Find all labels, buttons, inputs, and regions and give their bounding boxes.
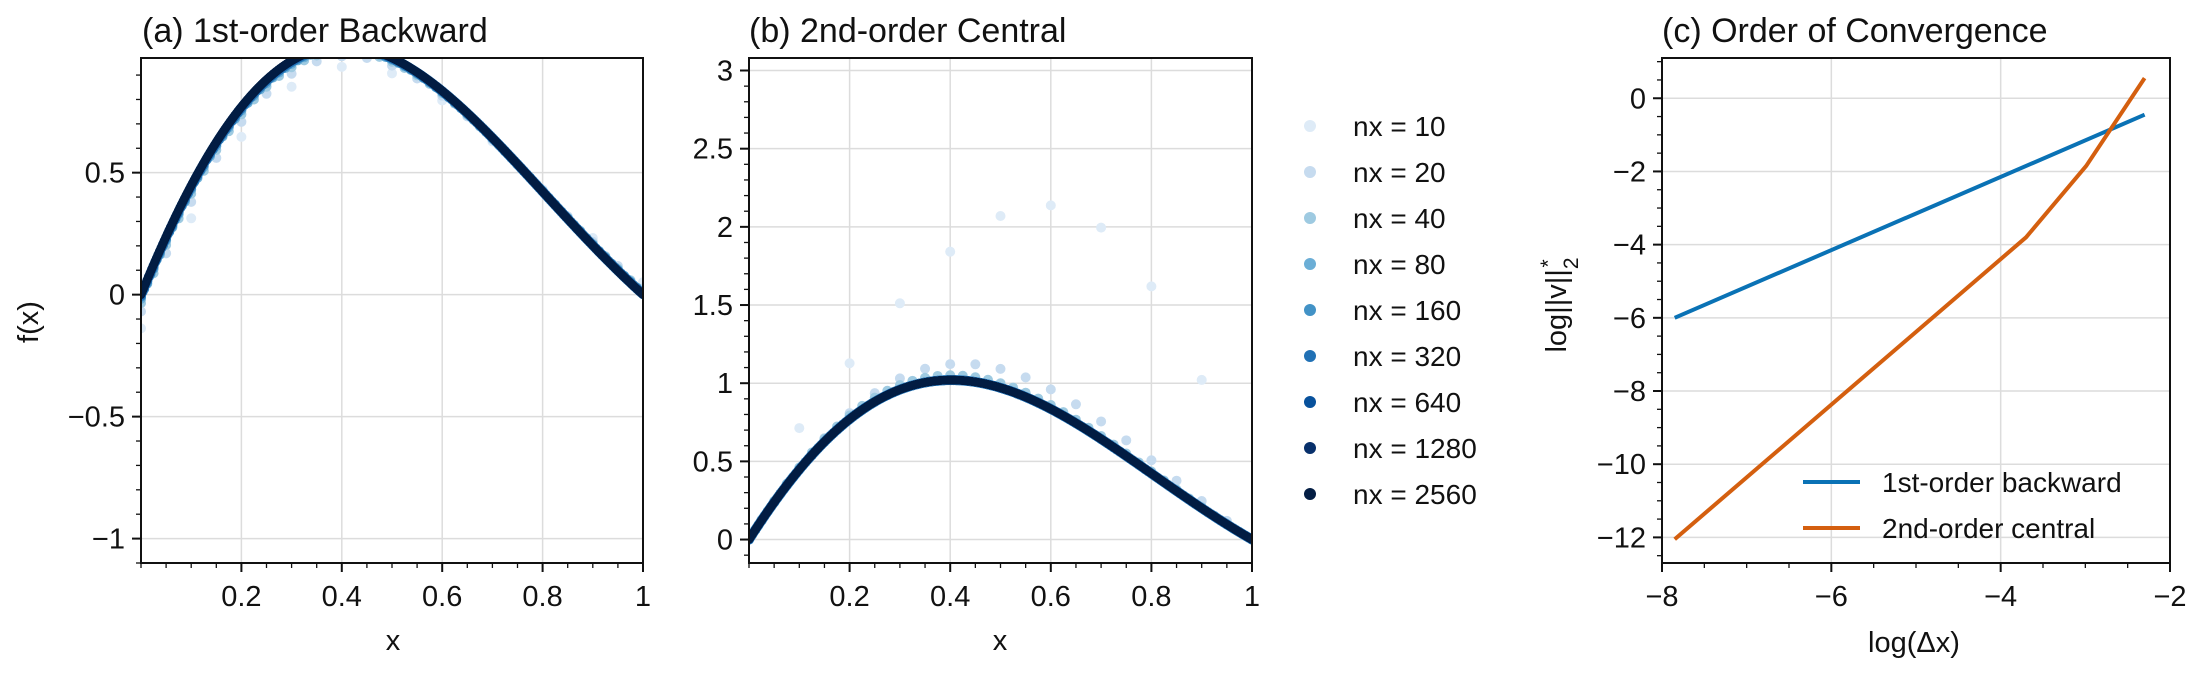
panel-a-point <box>302 49 310 57</box>
panel-a-series-nx-1280 <box>137 42 647 299</box>
panel-a-xtick-label: 1 <box>635 581 651 613</box>
panel-a-point <box>377 49 385 57</box>
panel-a-point <box>303 49 311 57</box>
panel-a-point <box>301 50 309 58</box>
panel-a-point <box>301 50 309 58</box>
panel-a-point <box>379 50 387 58</box>
panel-a-point <box>302 49 310 57</box>
panel-a-point <box>302 49 310 57</box>
panel-a-plot-area <box>136 41 648 333</box>
panel-a-point <box>377 49 385 57</box>
panel-a-point <box>302 49 310 57</box>
panel-a-point <box>300 50 308 58</box>
panel-a-point <box>301 49 309 57</box>
panel-a-point <box>378 50 386 58</box>
panel-a-point <box>303 49 311 57</box>
panel-a-xtick-label: 0.4 <box>322 581 362 613</box>
panel-a-point <box>378 50 386 58</box>
panel-a-point <box>379 50 387 58</box>
panel-a-point <box>236 132 246 142</box>
panel-a-point <box>337 62 347 72</box>
panel-a-point <box>376 49 384 57</box>
panel-a-point <box>302 49 310 57</box>
panel-a-xtick-label: 0.2 <box>221 581 261 613</box>
panel-a-point <box>376 49 384 57</box>
panel-a-point <box>376 49 384 57</box>
panel-a-point <box>376 49 384 57</box>
panel-a-point <box>378 49 386 57</box>
panel-a-point <box>378 50 386 58</box>
panel-a-point <box>302 49 310 57</box>
panel-a-point <box>287 82 297 92</box>
panel-a-title: (a) 1st-order Backward <box>142 12 488 50</box>
panel-a-point <box>377 49 385 57</box>
panel-a-point <box>303 49 311 57</box>
panel-a-point <box>301 49 309 57</box>
panel-a-xtick-label: 0.8 <box>522 581 562 613</box>
panel-a-point <box>378 49 386 57</box>
panel-a-series-nx-320 <box>136 41 648 300</box>
panel-a-point <box>377 49 385 57</box>
panel-a-series-nx-10 <box>136 62 648 334</box>
panel-a-ylabel: f(x) <box>13 301 45 343</box>
panel-a-point <box>377 49 385 57</box>
panel-a-point <box>378 49 386 57</box>
panel-a-xtick-label: 0.6 <box>422 581 462 613</box>
panel-a-series-nx-2560 <box>137 42 647 299</box>
panel-a-point <box>302 49 310 57</box>
panel-a-point <box>379 50 387 58</box>
panel-a-ticks: 0.2 0.4 0.6 0.8 1 −1 −0.5 0 0.5 <box>68 75 651 613</box>
panel-a-point <box>377 49 385 57</box>
panel-a-point <box>337 51 347 61</box>
panel-a-ytick-label: 0 <box>109 280 125 312</box>
panel-a-point <box>378 49 386 57</box>
panel-a-grid <box>141 58 643 563</box>
panel-a-point <box>186 213 196 223</box>
panel-a-series-nx-640 <box>137 42 647 299</box>
panel-a-xlabel: x <box>386 625 401 657</box>
panel-a-point <box>301 50 309 58</box>
panel-a-point <box>378 50 386 58</box>
panel-a-point <box>301 50 309 58</box>
panel-a-point <box>302 49 310 57</box>
panel-a-point <box>302 49 310 57</box>
panel-a-ytick-label: 0.5 <box>85 158 125 190</box>
panel-a-point <box>376 49 384 57</box>
panel-a-point <box>378 50 386 58</box>
panel-a-ytick-label: −1 <box>92 524 125 556</box>
panel-a-point <box>377 49 385 57</box>
panel-a-point <box>377 49 385 57</box>
panel-a-point <box>302 49 310 57</box>
panel-a-series-nx-20 <box>136 51 648 316</box>
panel-a-point <box>302 50 310 58</box>
panel-a-ytick-label: −0.5 <box>68 402 125 434</box>
panel-a-series-nx-40 <box>136 46 648 308</box>
panel-a-series-nx-80 <box>136 43 648 303</box>
panel-a-point <box>303 49 311 57</box>
panel-a-point <box>301 50 309 58</box>
